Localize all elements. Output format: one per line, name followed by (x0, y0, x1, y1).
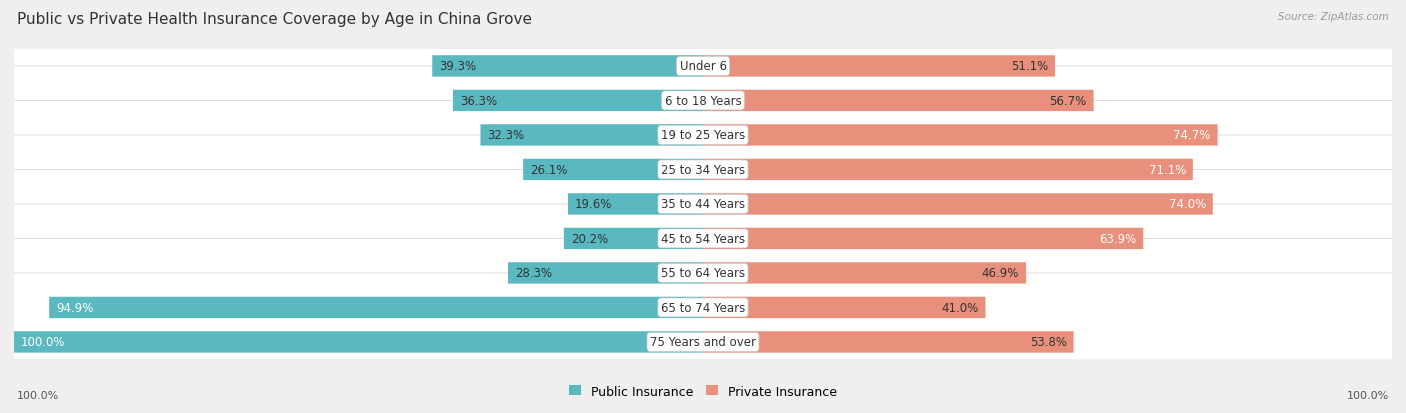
Text: 19 to 25 Years: 19 to 25 Years (661, 129, 745, 142)
Text: 74.0%: 74.0% (1168, 198, 1206, 211)
Text: 63.9%: 63.9% (1099, 233, 1136, 245)
Text: Source: ZipAtlas.com: Source: ZipAtlas.com (1278, 12, 1389, 22)
Text: 35 to 44 Years: 35 to 44 Years (661, 198, 745, 211)
Text: 94.9%: 94.9% (56, 301, 93, 314)
Text: 39.3%: 39.3% (439, 60, 477, 73)
Text: 55 to 64 Years: 55 to 64 Years (661, 267, 745, 280)
Text: 46.9%: 46.9% (981, 267, 1019, 280)
FancyBboxPatch shape (432, 56, 703, 78)
FancyBboxPatch shape (703, 90, 1094, 112)
Text: 100.0%: 100.0% (17, 390, 59, 400)
Text: 100.0%: 100.0% (21, 336, 66, 349)
FancyBboxPatch shape (4, 204, 1402, 342)
Text: 53.8%: 53.8% (1029, 336, 1067, 349)
Text: 26.1%: 26.1% (530, 164, 568, 176)
FancyBboxPatch shape (4, 170, 1402, 308)
Text: 19.6%: 19.6% (575, 198, 612, 211)
FancyBboxPatch shape (703, 263, 1026, 284)
Text: 65 to 74 Years: 65 to 74 Years (661, 301, 745, 314)
Text: 36.3%: 36.3% (460, 95, 496, 108)
Text: 6 to 18 Years: 6 to 18 Years (665, 95, 741, 108)
FancyBboxPatch shape (564, 228, 703, 249)
Text: 100.0%: 100.0% (1347, 390, 1389, 400)
Text: 45 to 54 Years: 45 to 54 Years (661, 233, 745, 245)
Text: 71.1%: 71.1% (1149, 164, 1185, 176)
Text: 41.0%: 41.0% (942, 301, 979, 314)
FancyBboxPatch shape (14, 331, 703, 353)
FancyBboxPatch shape (453, 90, 703, 112)
FancyBboxPatch shape (4, 239, 1402, 377)
Text: 74.7%: 74.7% (1174, 129, 1211, 142)
Legend: Public Insurance, Private Insurance: Public Insurance, Private Insurance (564, 380, 842, 403)
FancyBboxPatch shape (703, 331, 1074, 353)
Text: 56.7%: 56.7% (1049, 95, 1087, 108)
FancyBboxPatch shape (4, 273, 1402, 411)
FancyBboxPatch shape (4, 0, 1402, 135)
FancyBboxPatch shape (703, 228, 1143, 249)
FancyBboxPatch shape (481, 125, 703, 146)
FancyBboxPatch shape (4, 67, 1402, 204)
FancyBboxPatch shape (703, 297, 986, 318)
FancyBboxPatch shape (523, 159, 703, 181)
Text: 20.2%: 20.2% (571, 233, 607, 245)
FancyBboxPatch shape (4, 135, 1402, 273)
Text: 75 Years and over: 75 Years and over (650, 336, 756, 349)
Text: 51.1%: 51.1% (1011, 60, 1047, 73)
FancyBboxPatch shape (703, 159, 1192, 181)
FancyBboxPatch shape (703, 194, 1213, 215)
FancyBboxPatch shape (508, 263, 703, 284)
Text: 28.3%: 28.3% (515, 267, 553, 280)
FancyBboxPatch shape (4, 32, 1402, 170)
FancyBboxPatch shape (703, 125, 1218, 146)
Text: Under 6: Under 6 (679, 60, 727, 73)
FancyBboxPatch shape (49, 297, 703, 318)
Text: 25 to 34 Years: 25 to 34 Years (661, 164, 745, 176)
FancyBboxPatch shape (4, 101, 1402, 239)
FancyBboxPatch shape (703, 56, 1054, 78)
FancyBboxPatch shape (568, 194, 703, 215)
Text: Public vs Private Health Insurance Coverage by Age in China Grove: Public vs Private Health Insurance Cover… (17, 12, 531, 27)
Text: 32.3%: 32.3% (488, 129, 524, 142)
